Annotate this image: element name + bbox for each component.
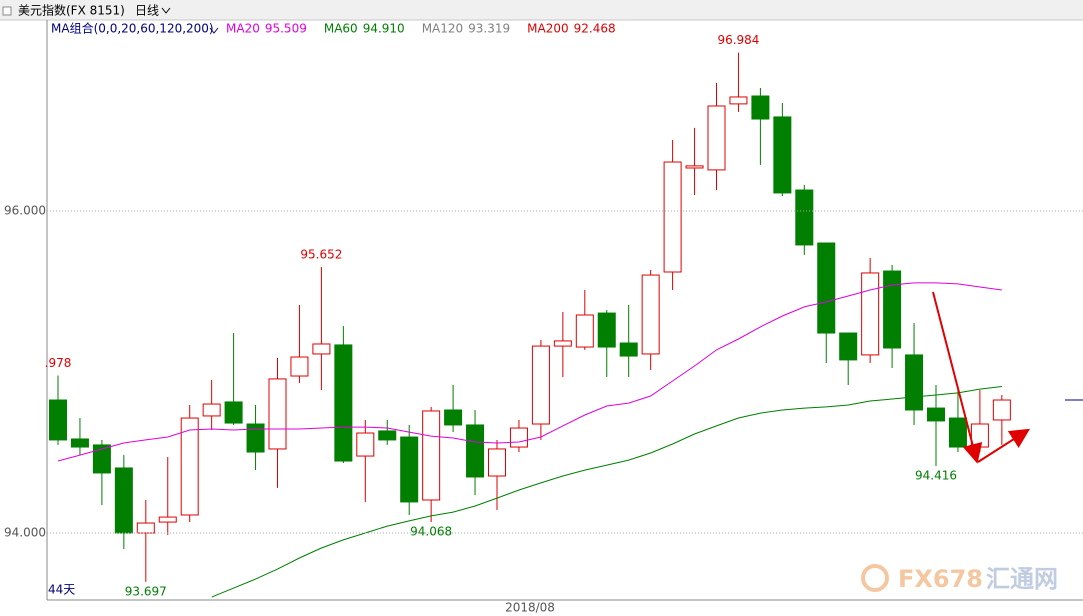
ma-dropdown[interactable] (209, 27, 219, 34)
candle-up (531, 345, 550, 425)
candle-down (883, 270, 902, 349)
candle-up (422, 410, 441, 501)
x-label: 2018/08 (505, 601, 555, 615)
candle-down (927, 407, 945, 422)
low-label: 94.068 (410, 525, 452, 539)
candle-down (92, 444, 111, 474)
candle-down (773, 116, 792, 194)
candle-down (378, 430, 397, 441)
candle-up (290, 356, 309, 377)
ma-line (57, 282, 1002, 462)
legend-value: 95.509 (265, 22, 307, 36)
candle-down (905, 354, 924, 411)
legend-name: MA20 (226, 22, 260, 36)
annotation-arrow (977, 428, 1031, 463)
y-tick-label: 94.000 (4, 526, 46, 540)
candle-down (948, 417, 967, 448)
candle-down (334, 344, 353, 462)
period[interactable]: 日线 (135, 4, 159, 18)
candle-down (444, 409, 463, 426)
candle-up (729, 96, 748, 105)
candle-up (685, 165, 704, 169)
candle-down (597, 312, 616, 348)
legend-value: 93.319 (468, 22, 510, 36)
annotation-arrow (932, 291, 983, 464)
watermark-logo (861, 564, 889, 592)
y-tick-label: 96.000 (4, 203, 46, 217)
candle-down (114, 467, 133, 534)
candle-up (992, 399, 1011, 421)
candle-up (202, 403, 221, 417)
candle-down (224, 401, 243, 424)
candle-down (400, 436, 419, 503)
legend-value: 94.910 (363, 22, 405, 36)
high-label: .978 (45, 356, 72, 370)
candle-up (356, 432, 375, 457)
high-label: 96.984 (717, 33, 759, 47)
candle-down (817, 242, 836, 334)
ma-legend-title[interactable]: MA组合(0,0,20,60,120,200) (51, 21, 214, 36)
chart-title: 美元指数(FX 8151) (18, 3, 125, 18)
candle-down (839, 332, 858, 361)
legend-name: MA120 (422, 22, 463, 36)
candle-up (180, 417, 199, 516)
window-icon (2, 6, 12, 16)
watermark: 汇通网 (986, 565, 1058, 593)
candle-down (49, 399, 67, 441)
candle-up (575, 314, 594, 348)
legend: MA20 95.509 MA60 94.910 MA120 93.319 MA200 92.4… (226, 22, 616, 36)
candle-up (509, 427, 528, 448)
plot-area (49, 52, 1011, 598)
candle-up (136, 522, 155, 534)
candle-up (970, 423, 989, 448)
candle-up (268, 378, 287, 450)
low-label: 93.697 (125, 584, 167, 598)
candle-up (553, 340, 572, 347)
candle-down (795, 189, 814, 246)
legend-name: MA200 (527, 22, 568, 36)
legend-name: MA60 (324, 22, 358, 36)
title-bar (0, 0, 1083, 20)
legend-value: 92.468 (574, 22, 616, 36)
candle-down (246, 423, 265, 453)
candle-down (70, 438, 89, 448)
watermark: FX678 (898, 565, 983, 593)
candle-up (707, 105, 726, 171)
candle-up (641, 274, 660, 355)
high-label: 95.652 (300, 248, 342, 262)
candle-up (312, 343, 331, 355)
count-label: 44天 (48, 583, 75, 597)
candle-up (158, 516, 177, 523)
candle-up (663, 161, 682, 273)
candle-down (751, 95, 770, 120)
candle-up (488, 448, 506, 477)
candle-down (619, 342, 638, 357)
candle-up (861, 272, 880, 356)
ma-line (211, 386, 1002, 598)
period-dropdown[interactable] (161, 7, 171, 14)
candle-down (466, 424, 485, 478)
low-label: 94.416 (915, 469, 957, 483)
